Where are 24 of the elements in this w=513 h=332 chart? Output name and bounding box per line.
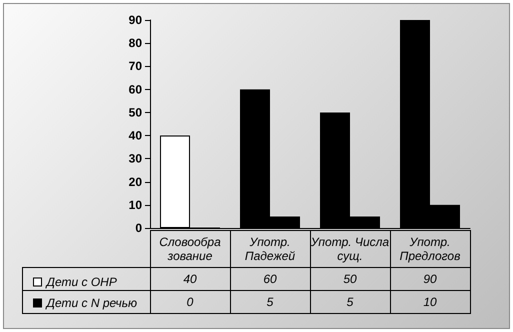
y-tick-label: 10 xyxy=(128,198,142,212)
y-tick-label: 70 xyxy=(128,59,142,74)
data-label: 5 xyxy=(230,290,310,314)
data-label: 40 xyxy=(150,268,230,290)
x-tick-label: Словообра зование xyxy=(150,230,230,268)
y-tick-label: 90 xyxy=(128,13,142,27)
legend-label: Дети с N речью xyxy=(44,296,138,310)
data-label: 50 xyxy=(310,268,390,290)
y-tick-label: 0 xyxy=(135,221,142,235)
y-tick-label: 40 xyxy=(128,128,142,143)
x-tick-label: Употр. Числа сущ. xyxy=(310,230,390,268)
x-tick-label: Употр. Предлогов xyxy=(390,230,470,268)
y-tick-label: 30 xyxy=(128,152,142,166)
x-tick-label: Употр. Падежей xyxy=(230,230,310,268)
legend-label: Дети с ОНР xyxy=(44,275,117,289)
y-tick-label: 80 xyxy=(128,36,142,50)
data-label: 5 xyxy=(310,290,390,314)
data-label: 60 xyxy=(230,268,310,290)
y-tick-label: 20 xyxy=(128,174,142,189)
y-tick-label: 50 xyxy=(128,105,142,120)
data-label: 10 xyxy=(390,290,470,314)
y-tick-label: 60 xyxy=(128,82,142,96)
data-label: 90 xyxy=(390,268,470,290)
data-label: 0 xyxy=(150,290,230,314)
